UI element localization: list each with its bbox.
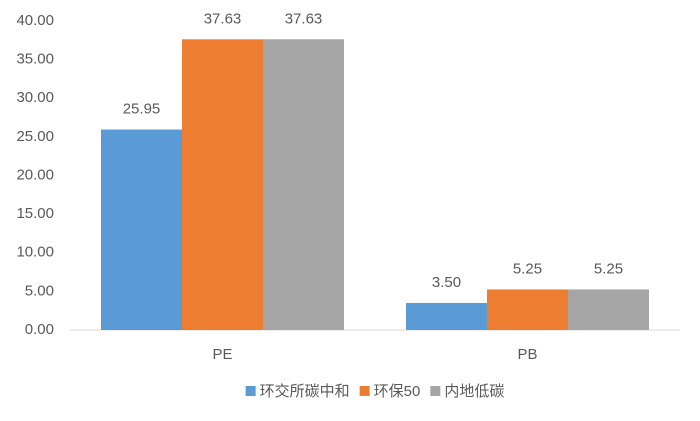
- legend-swatch: [359, 386, 370, 396]
- x-tick-label: PE: [212, 346, 232, 363]
- y-tick-label: 30.00: [16, 89, 54, 106]
- bar: [182, 39, 263, 330]
- data-label: 25.95: [123, 101, 161, 118]
- y-tick-label: 20.00: [16, 166, 54, 183]
- bar: [101, 129, 182, 330]
- y-tick-label: 25.00: [16, 128, 54, 145]
- y-tick-label: 0.00: [25, 321, 54, 338]
- legend-swatch: [245, 386, 256, 396]
- data-label: 37.63: [285, 10, 323, 27]
- x-tick-label: PB: [517, 346, 537, 363]
- bar: [487, 289, 568, 330]
- data-label: 37.63: [204, 10, 242, 27]
- data-label: 3.50: [432, 274, 461, 291]
- legend-label: 环保50: [374, 383, 421, 400]
- data-label: 5.25: [513, 260, 542, 277]
- legend-swatch: [430, 386, 441, 396]
- y-tick-label: 5.00: [25, 282, 54, 299]
- y-tick-label: 35.00: [16, 51, 54, 68]
- y-tick-label: 40.00: [16, 12, 54, 29]
- bar: [406, 302, 487, 330]
- y-tick-label: 15.00: [16, 205, 54, 222]
- y-tick-label: 10.00: [16, 244, 54, 261]
- bar: [263, 39, 344, 330]
- bar: [568, 289, 649, 330]
- data-label: 5.25: [594, 260, 623, 277]
- legend-label: 内地低碳: [444, 383, 504, 400]
- legend-label: 环交所碳中和: [260, 382, 350, 400]
